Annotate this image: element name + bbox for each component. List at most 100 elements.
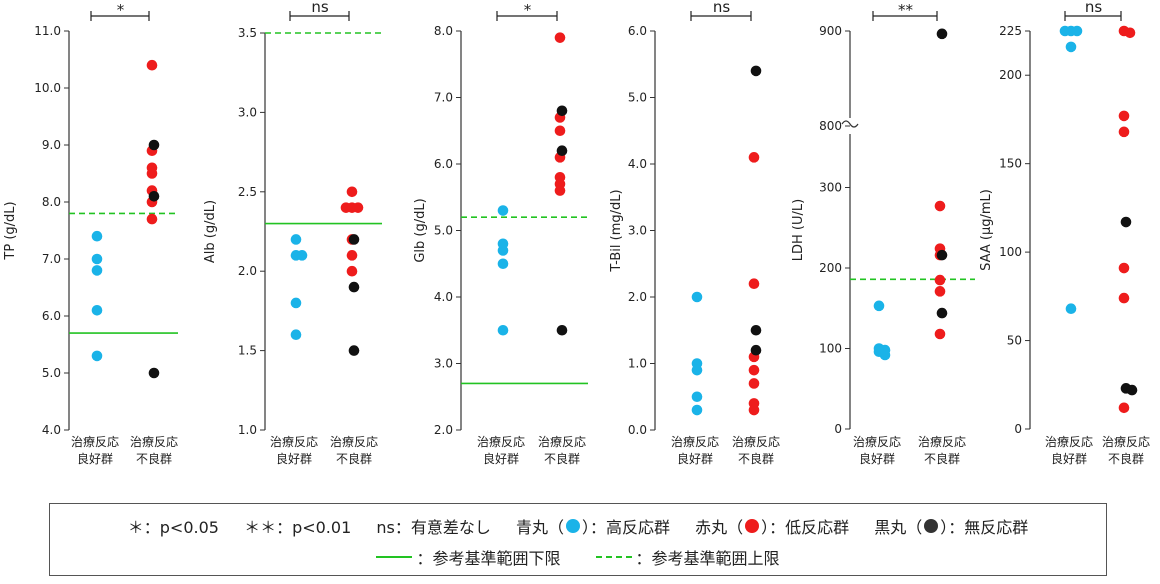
chart-5-y-tick-label: 0 [834,422,842,436]
chart-3-y-tick-label: 3.0 [434,357,453,371]
chart-1-y-tick-label: 7.0 [42,252,61,266]
chart-2-significance-label: ns [311,0,329,16]
chart-5-red-point [934,200,946,212]
legend-sig-p001: ＊＊：p<0.01 [244,518,352,537]
chart-3-category-label: 治療反応 [477,435,525,449]
chart-6-y-tick-label: 100 [999,245,1022,259]
chart-5-red-point [934,286,946,297]
chart-4-category-label: 治療反応 [671,435,719,449]
chart-1-blue-point [91,305,103,316]
chart-3-black-point [556,105,568,117]
chart-2-category-label: 治療反応 [330,435,378,449]
chart-1-blue-point [91,253,103,265]
chart-1-y-tick-label: 4.0 [42,423,61,437]
legend-blue-suffix: ）：高反応群 [581,518,670,537]
chart-2-blue-point [290,297,302,309]
chart-2-y-tick-label: 3.0 [238,105,257,119]
chart-6-black-point [1120,216,1132,228]
chart-3-y-tick-label: 6.0 [434,157,453,171]
chart-4-category-label: 良好群 [677,451,713,466]
chart-4-y-tick-label: 3.0 [628,224,647,238]
chart-5-significance-label: ** [898,1,914,19]
chart-5-y-tick-label: 200 [819,261,842,275]
chart-6-blue-point [1065,303,1077,315]
chart-3-y-tick-label: 8.0 [434,24,453,38]
chart-4-y-tick-label: 0.0 [628,423,647,437]
chart-1-significance-label: * [117,1,125,19]
chart-5-category-label: 不良群 [924,451,960,466]
chart-3-black-point [556,145,568,156]
chart-1-y-tick-label: 6.0 [42,309,61,323]
black-dot-icon [924,519,939,533]
chart-2-category-label: 良好群 [276,451,312,466]
chart-6-y-tick-label: 0 [1014,422,1022,436]
legend-upper: ：参考基準範囲上限 [635,549,780,568]
charts-area: 4.0 5.0 6.0 7.0 8.0 9.0 10.0 11.0 TP (g/dL) * 治療反応… [3,0,1150,466]
chart-2-y-tick-label: 1.5 [238,344,257,358]
chart-1-y-tick-label: 10.0 [34,81,61,95]
chart-1-blue-point [91,350,103,362]
chart-4-y-tick-label: 1.0 [628,357,647,371]
chart-1-black-point [148,367,160,379]
legend-black-prefix: 黒丸（ [874,518,923,537]
chart-5-category-label: 良好群 [859,451,895,466]
chart-5-y-tick-label: 800 [819,119,842,133]
chart-2-black-point [348,345,360,356]
chart-1-red-point [146,213,158,225]
chart-4-red-point [748,404,760,416]
chart-5-y-tick-label: 300 [819,181,842,195]
red-dot-icon [745,519,760,533]
chart-6-y-axis-label: SAA (μg/mL) [979,189,994,271]
legend-red-prefix: 赤丸（ [695,518,744,537]
chart-3-blue-point [497,245,509,256]
chart-3-blue-point [497,258,509,270]
chart-1-category-label: 良好群 [77,451,113,466]
chart-2-blue-point [290,234,302,245]
chart-2-y-tick-label: 2.5 [238,185,257,199]
dashed-line-icon [595,556,632,558]
chart-5-blue-point [873,300,885,312]
chart-1-blue-point [91,230,103,242]
chart-2-y-axis-label: Alb (g/dL) [203,200,218,263]
legend-black-suffix: ）：無反応群 [940,518,1029,537]
chart-2-red-point [340,202,352,213]
chart-3-significance-label: * [524,1,532,19]
chart-3-y-tick-label: 4.0 [434,290,453,304]
chart-6-blue-point [1065,41,1077,53]
chart-3-y-tick-label: 5.0 [434,224,453,238]
chart-5-red-point [934,328,946,340]
chart-1-y-tick-label: 5.0 [42,366,61,380]
chart-4-category-label: 治療反応 [732,435,780,449]
chart-5-black-point [936,307,948,319]
chart-5-y-axis-label: LDH (U/L) [791,199,806,261]
chart-3-category-label: 良好群 [483,451,519,466]
chart-6-y-tick-label: 225 [999,24,1022,38]
chart-2-red-point [346,265,358,277]
chart-6-red-point [1118,262,1130,274]
chart-3-category-label: 治療反応 [538,435,586,449]
chart-4-y-tick-label: 6.0 [628,24,647,38]
chart-6-red-point [1118,402,1130,414]
chart-1-y-tick-label: 8.0 [42,195,61,209]
chart-5-axis-break-mark [841,120,859,128]
chart-2-blue-point [296,250,308,261]
chart-5-category-label: 治療反応 [918,435,966,449]
chart-6-black-point [1126,384,1138,396]
chart-3-red-point [554,185,566,196]
chart-3-y-tick-label: 7.0 [434,91,453,105]
chart-6-y-tick-label: 50 [1007,334,1022,348]
chart-5-category-label: 治療反応 [853,435,901,449]
chart-2-category-label: 治療反応 [270,435,318,449]
chart-3-black-point [556,324,568,336]
chart-2-black-point [348,281,360,293]
chart-6-red-point [1118,126,1130,138]
chart-4-black-point [750,344,762,356]
chart-5-y-tick-label: 100 [819,342,842,356]
legend-row-2: ：参考基準範囲下限 ：参考基準範囲上限 [50,545,1106,569]
legend-blue-prefix: 青丸（ [515,518,564,537]
chart-4-blue-point [691,391,703,403]
chart-2-red-point [346,250,358,261]
chart-2-red-point [352,202,364,213]
chart-4-blue-point [691,364,703,376]
chart-4-y-axis-label: T-Bil (mg/dL) [609,189,624,272]
